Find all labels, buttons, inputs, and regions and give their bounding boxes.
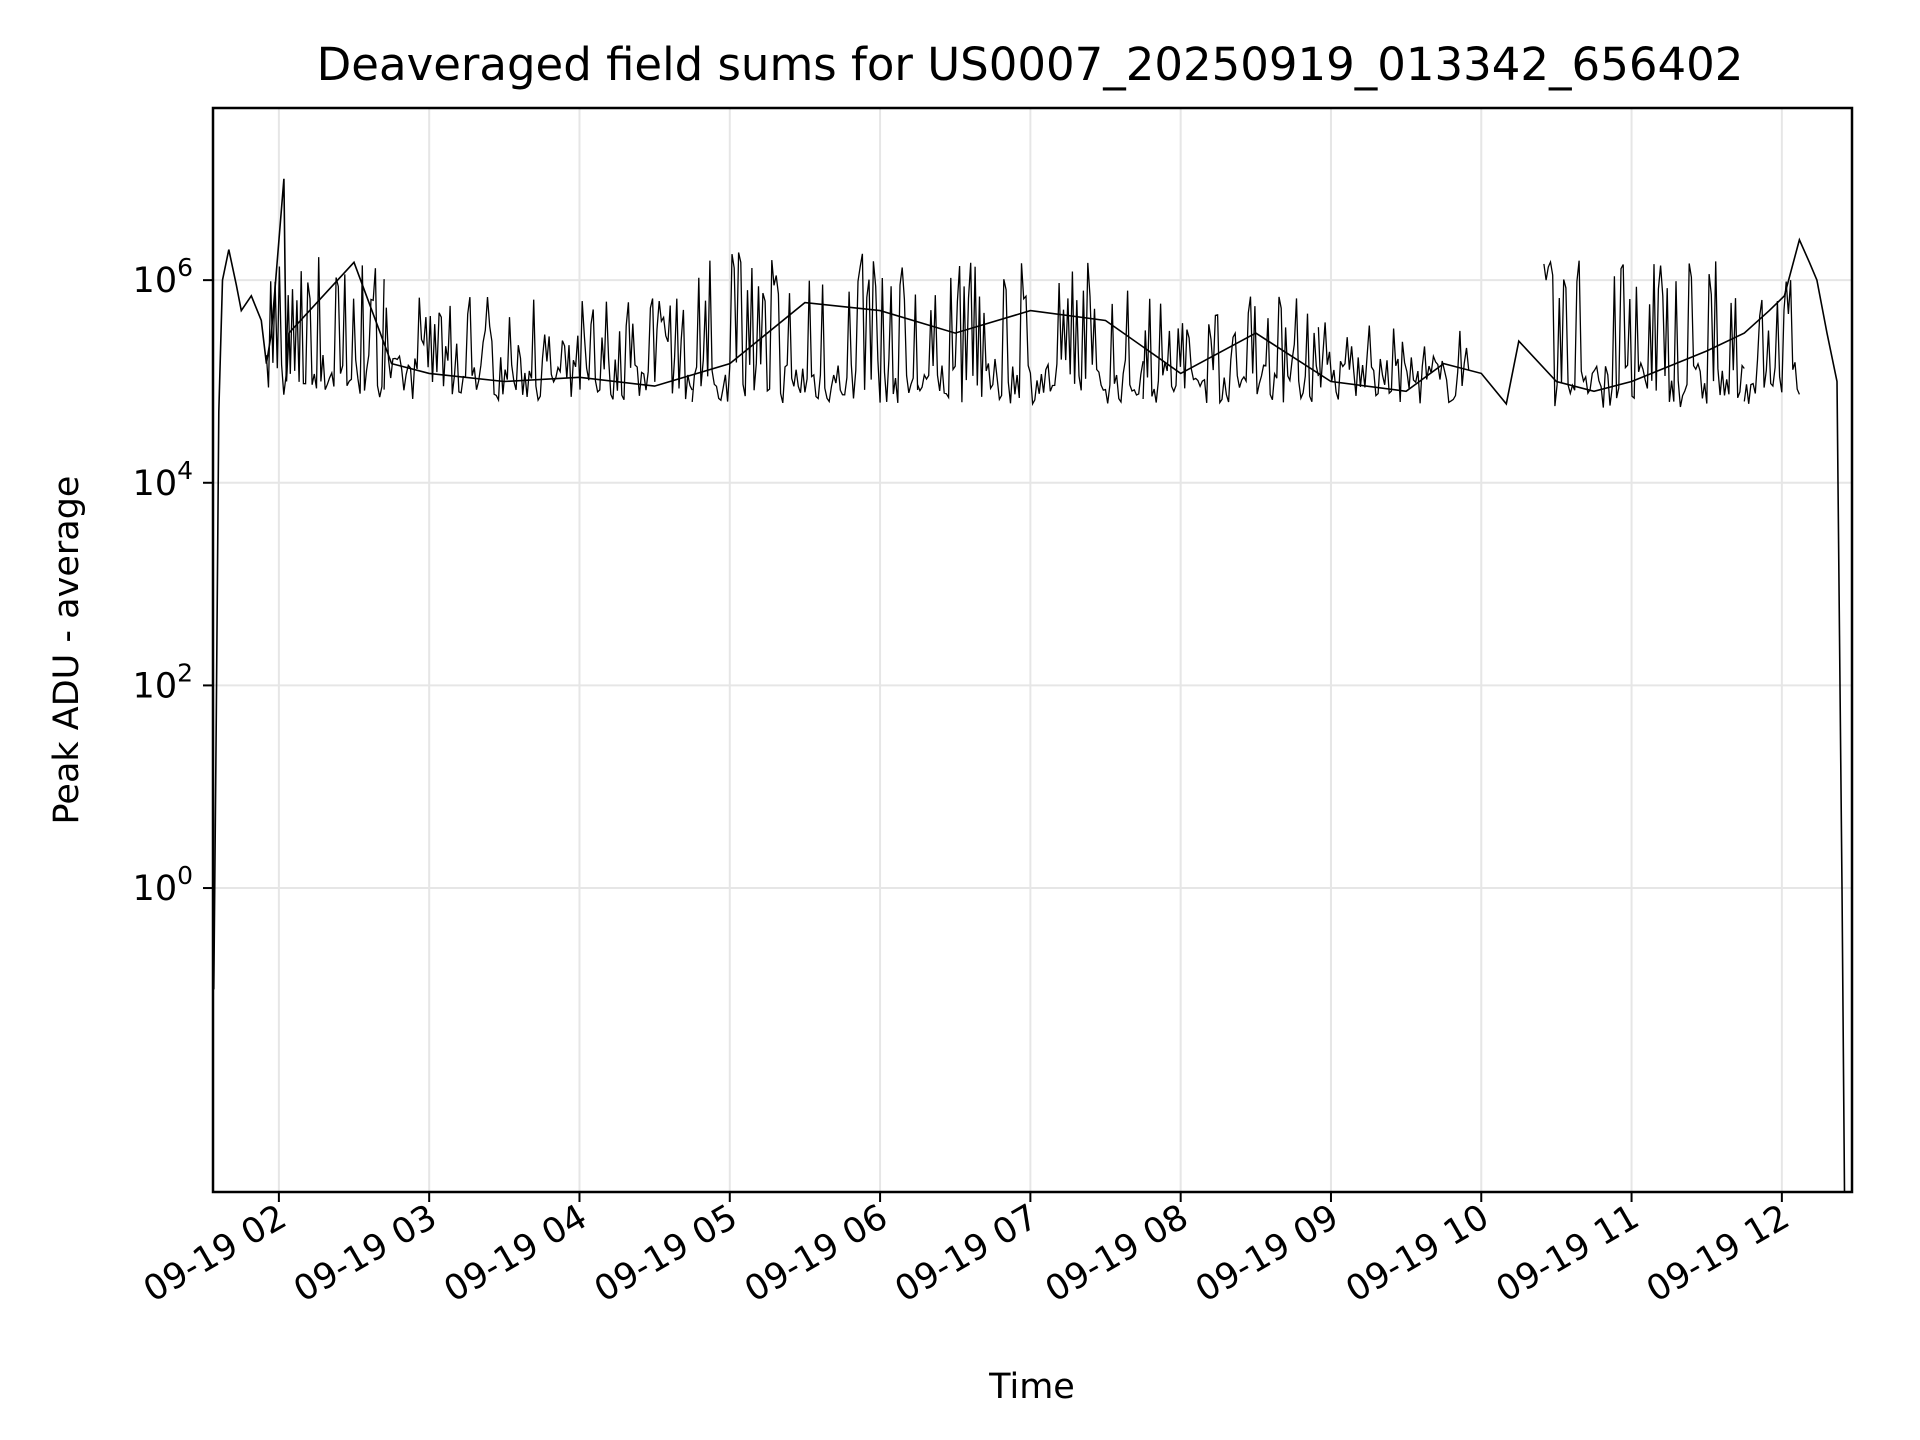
series <box>213 178 1846 1193</box>
y-tick-exponent: 0 <box>177 861 193 890</box>
series-noise <box>691 252 919 404</box>
x-tick-label: 09-19 03 <box>287 1197 443 1310</box>
x-tick-label: 09-19 07 <box>889 1197 1045 1310</box>
series-noise <box>1743 280 1801 404</box>
series-noise <box>1543 259 1745 408</box>
y-tick-label: 106 <box>133 253 193 301</box>
plot-frame <box>211 106 1854 1194</box>
x-tick-label: 09-19 02 <box>137 1197 293 1310</box>
y-tick-base: 10 <box>133 464 178 504</box>
x-axis-label: Time <box>988 1367 1075 1407</box>
series-noise <box>916 262 1144 407</box>
x-tick-label: 09-19 09 <box>1189 1197 1345 1310</box>
y-tick-exponent: 2 <box>177 658 193 687</box>
x-tick-label: 09-19 04 <box>438 1197 594 1310</box>
y-tick-exponent: 6 <box>177 253 193 282</box>
x-tick-label: 09-19 12 <box>1640 1197 1796 1310</box>
series-noise <box>1142 296 1320 405</box>
y-tick-label: 100 <box>133 861 193 909</box>
y-tick-base: 10 <box>133 261 178 301</box>
y-tick-base: 10 <box>133 869 178 909</box>
x-tick-label: 09-19 08 <box>1039 1197 1195 1310</box>
x-tick-label: 09-19 06 <box>738 1197 894 1310</box>
y-axis-label: Peak ADU - average <box>47 476 87 825</box>
y-tick-exponent: 4 <box>177 456 193 485</box>
series-line <box>213 178 1846 1193</box>
grid <box>213 108 1852 1192</box>
series-noise <box>383 297 693 403</box>
series-noise <box>1317 322 1470 404</box>
x-tick-label: 09-19 11 <box>1490 1197 1646 1310</box>
chart-title: Deaveraged field sums for US0007_2025091… <box>317 38 1744 91</box>
series-noise <box>265 257 385 398</box>
x-tick-label: 09-19 05 <box>588 1197 744 1310</box>
x-tick-label: 09-19 10 <box>1339 1197 1495 1310</box>
y-tick-label: 104 <box>133 456 193 504</box>
y-tick-base: 10 <box>133 666 178 706</box>
y-tick-label: 102 <box>133 658 193 706</box>
